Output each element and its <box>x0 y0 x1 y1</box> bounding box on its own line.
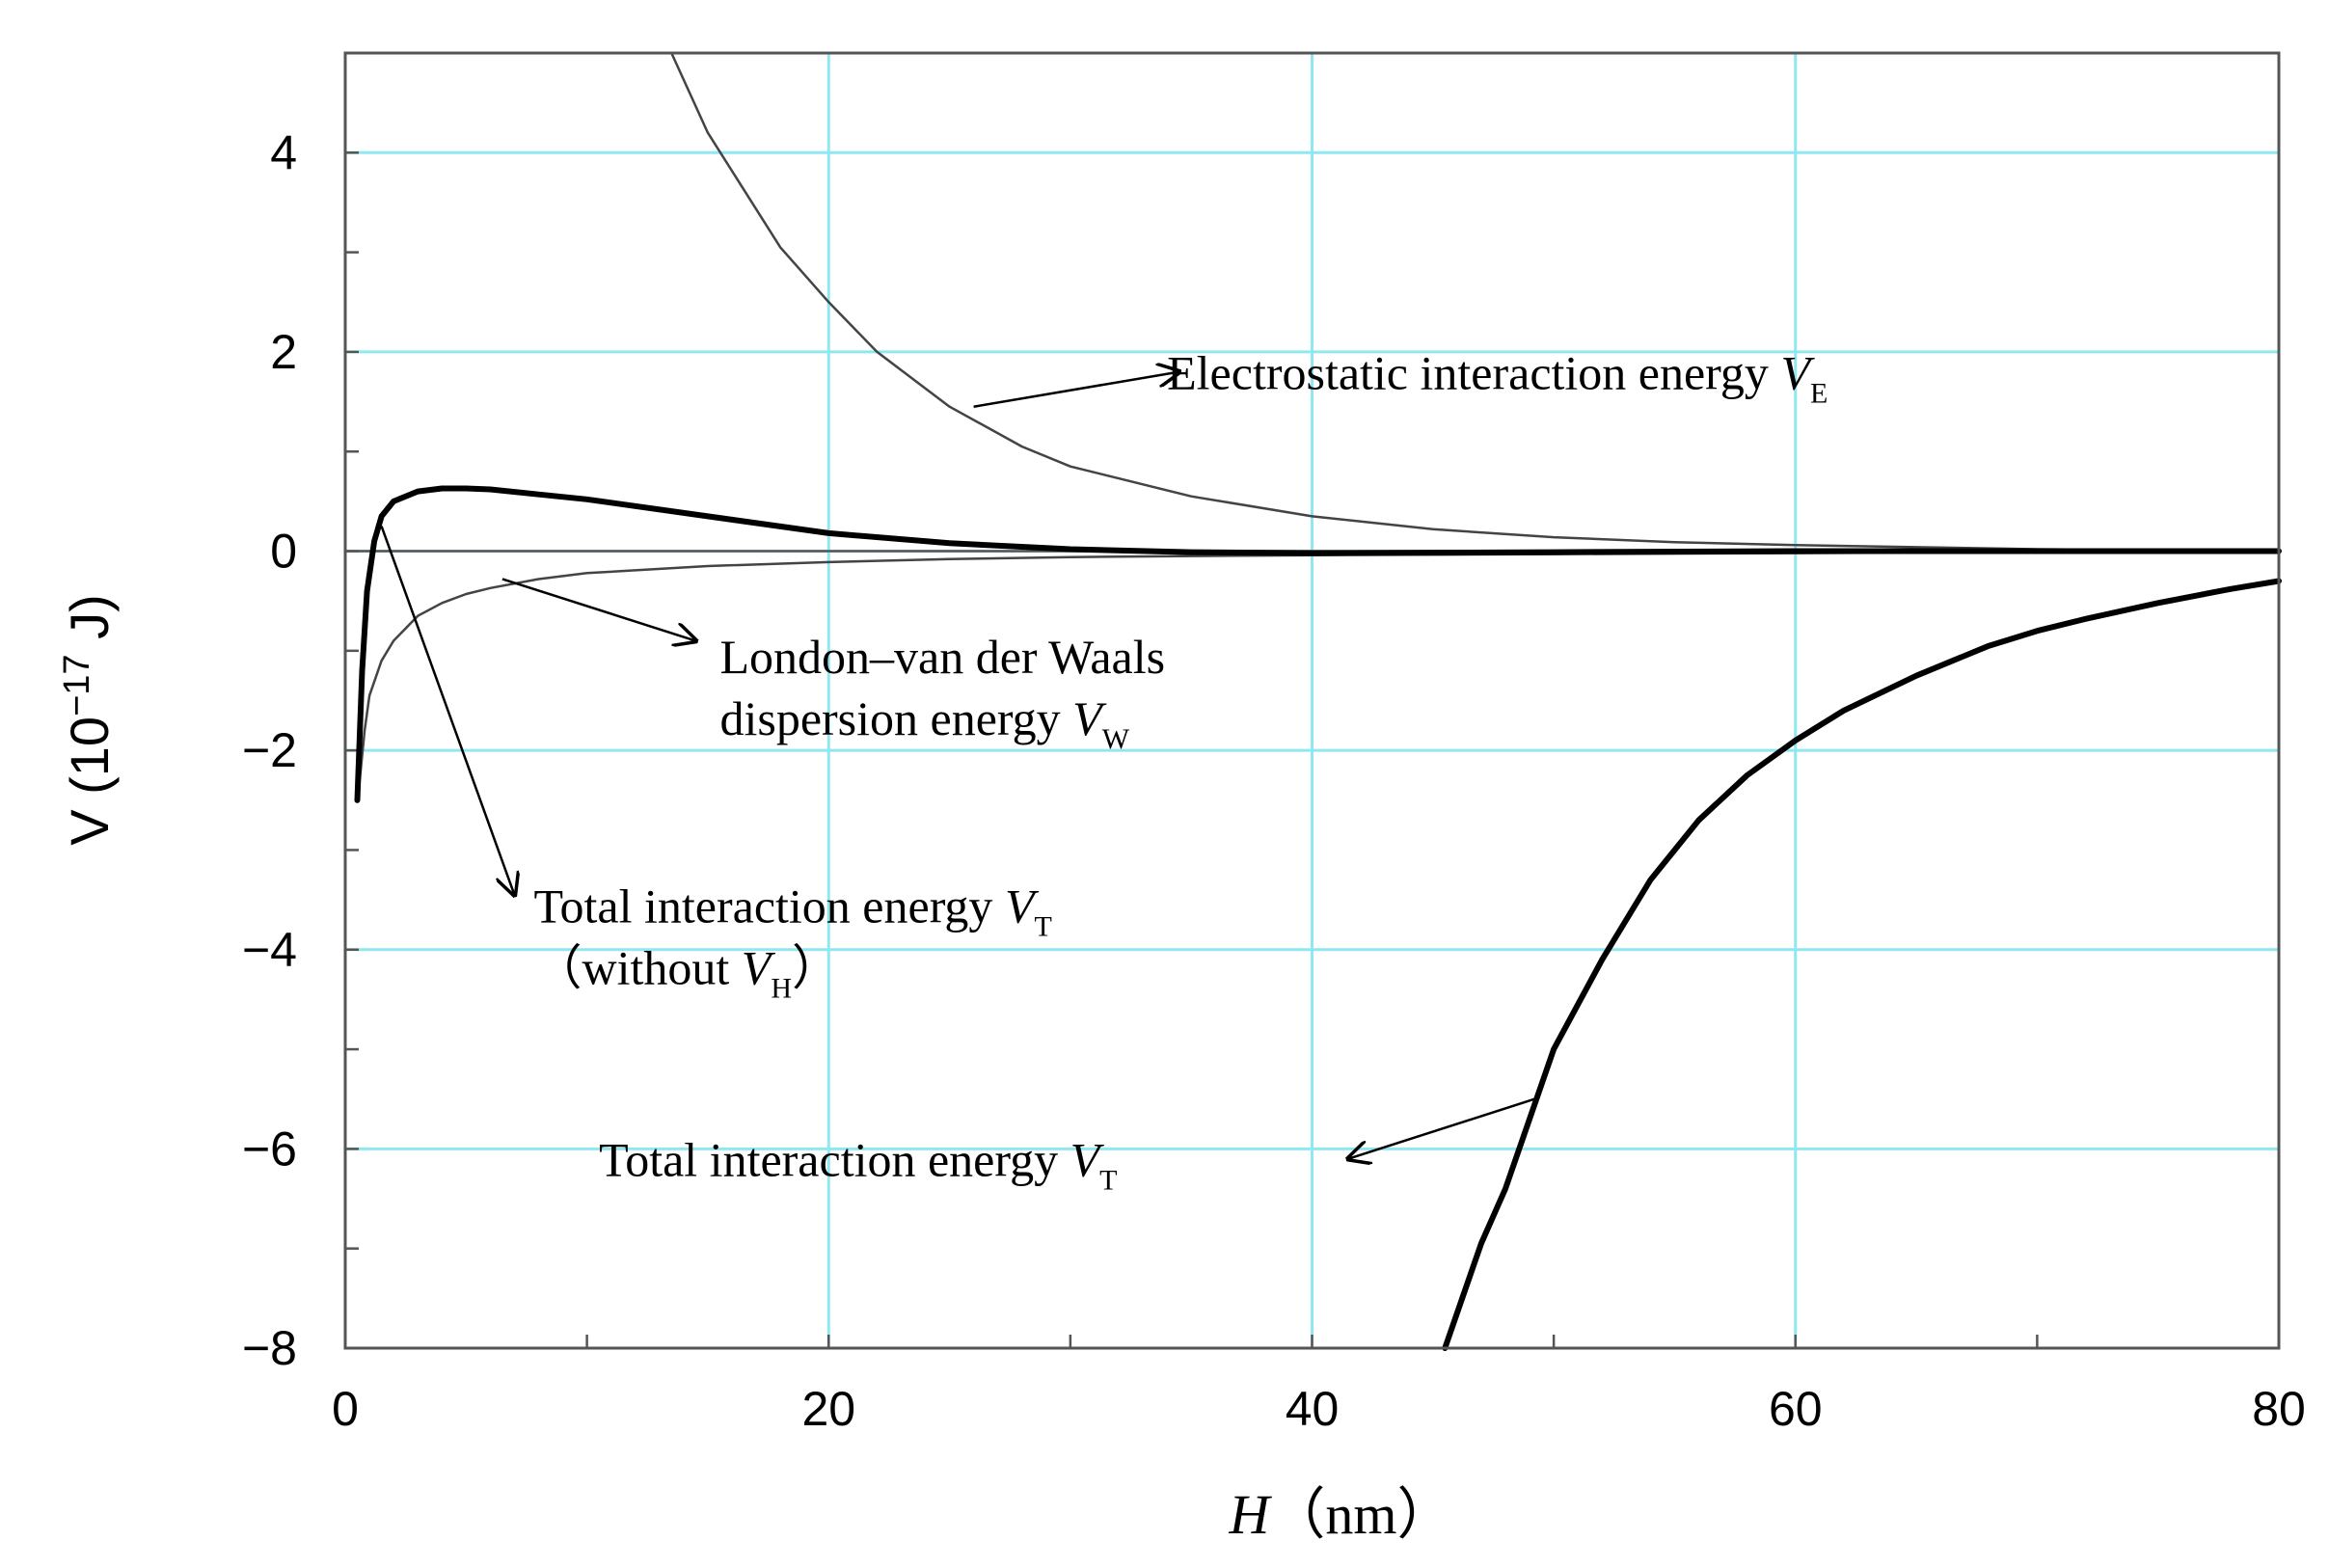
annotation-label: Total interaction energy VT <box>533 879 1051 942</box>
series-line-1 <box>670 51 2281 553</box>
series-line-3 <box>354 485 2282 803</box>
y-tick-label: 4 <box>270 125 297 179</box>
y-axis-label: V (10−17 J) <box>57 594 120 846</box>
x-tick-label: 60 <box>1769 1382 1823 1436</box>
y-tick-label: 0 <box>270 525 297 579</box>
x-axis-label: H（nm） <box>1228 1483 1452 1546</box>
x-tick-label: 80 <box>2252 1382 2306 1436</box>
x-tick-label: 40 <box>1286 1382 1340 1436</box>
annotations: Electrostatic interaction energy VE Londo… <box>380 346 1828 1197</box>
plot-frame <box>343 51 2281 1350</box>
annotation-arrow <box>973 372 1179 408</box>
annotation-label: Total interaction energy VT <box>599 1133 1117 1197</box>
annotation-label: （without VH） <box>533 940 840 1004</box>
annotation-label: Electrostatic interaction energy VE <box>1167 346 1828 410</box>
series-line-2 <box>358 551 2281 782</box>
minor-ticks <box>343 51 2281 1350</box>
y-tick-label: −4 <box>242 923 297 977</box>
y-tick-label: −6 <box>242 1122 297 1176</box>
annotation-arrow <box>380 526 515 895</box>
series-group <box>354 51 2282 1351</box>
y-tick-label: −2 <box>242 723 297 777</box>
x-tick-label: 0 <box>332 1382 359 1436</box>
annotation-arrow <box>1348 1097 1535 1159</box>
annotation-label: London–van der Waals <box>719 630 1165 684</box>
annotation-label: dispersion energy VW <box>719 691 1129 755</box>
y-tick-label: −8 <box>242 1321 297 1375</box>
series-line-4 <box>1442 578 2282 1351</box>
annotation-arrow <box>501 578 696 640</box>
x-tick-label: 20 <box>801 1382 855 1436</box>
y-tick-label: 2 <box>270 325 297 379</box>
